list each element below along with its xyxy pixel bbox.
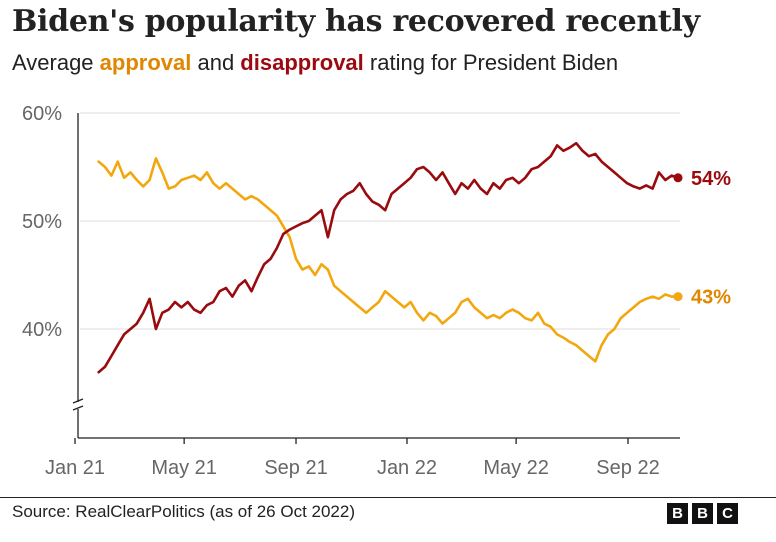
logo-letter-3: C [717, 503, 738, 524]
subtitle-approval: approval [99, 50, 192, 75]
x-tick-label: May 21 [151, 457, 217, 479]
x-tick-label: May 22 [483, 457, 549, 479]
y-tick-label: 60% [22, 103, 62, 125]
y-tick-label: 50% [22, 211, 62, 233]
subtitle-and: and [191, 50, 241, 75]
x-tick-label: Sep 22 [596, 457, 659, 479]
approval-end-dot [673, 292, 683, 302]
chart-subtitle: Average approval and disapproval rating … [12, 50, 618, 76]
axis-break-mark [72, 398, 84, 404]
logo-letter-2: B [692, 503, 713, 524]
x-tick-label: Sep 21 [264, 457, 327, 479]
x-tick-label: Jan 21 [45, 457, 105, 479]
x-tick-label: Jan 22 [377, 457, 437, 479]
source-note: Source: RealClearPolitics (as of 26 Oct … [12, 502, 355, 521]
x-axis: Jan 21 May 21 Sep 21 Jan 22 May 22 Sep 22 [45, 437, 680, 479]
approval-line [97, 157, 680, 363]
chart-title: Biden's popularity has recovered recentl… [12, 4, 700, 39]
axis-break-mark [72, 405, 84, 411]
disapproval-end-dot [673, 173, 683, 183]
bbc-logo: B B C [667, 503, 738, 524]
end-labels: 43% 54% [691, 168, 731, 309]
disapproval-line [97, 141, 680, 374]
subtitle-disapproval: disapproval [240, 50, 364, 75]
logo-letter-1: B [667, 503, 688, 524]
subtitle-prefix: Average [12, 50, 100, 75]
subtitle-suffix: rating for President Biden [363, 50, 619, 75]
footer-divider [0, 497, 776, 498]
series-lines [97, 141, 683, 374]
y-axis: 60% 50% 40% [22, 103, 84, 438]
gridlines [80, 112, 680, 330]
disapproval-end-label: 54% [691, 168, 731, 190]
approval-end-label: 43% [691, 287, 731, 309]
y-tick-label: 40% [22, 319, 62, 341]
